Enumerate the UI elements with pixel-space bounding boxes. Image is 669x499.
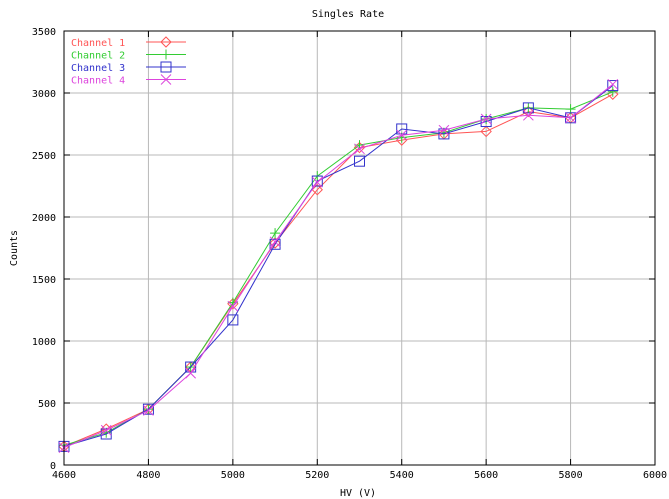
data-point-square (227, 314, 239, 326)
data-point-x (100, 424, 112, 436)
legend-entry: Channel 2 (71, 49, 186, 62)
legend-label: Channel 3 (71, 63, 125, 74)
data-point-square (142, 403, 154, 415)
data-point-square (185, 361, 197, 373)
data-point-square (160, 61, 172, 73)
data-point-x (185, 367, 196, 379)
data-point-plus (161, 49, 171, 60)
data-point-square (354, 155, 365, 167)
data-point-square (269, 238, 281, 250)
series-line (63, 85, 614, 447)
tick-labels: 4600 4800 5000 5200 5400 5600 5800 6000 0 500 1000… (32, 27, 667, 481)
x-tick-label: 5200 (305, 470, 329, 481)
data-point-square (100, 428, 112, 440)
y-tick-label: 1500 (32, 275, 56, 286)
data-point-square (396, 123, 408, 135)
data-point-square (522, 102, 534, 114)
legend-entry: Channel 4 (71, 74, 186, 87)
data-point-x (227, 300, 239, 312)
x-tick-label: 5400 (390, 470, 414, 481)
series-3 (58, 80, 619, 452)
x-tick-label: 5600 (474, 470, 498, 481)
data-point-square (438, 128, 450, 140)
y-tick-label: 500 (38, 399, 56, 410)
y-tick-label: 1000 (32, 337, 56, 348)
data-point-diamond (311, 184, 323, 196)
series-line (63, 83, 614, 449)
data-point-x (607, 78, 619, 90)
data-point-square (311, 175, 323, 187)
legend-label: Channel 1 (71, 38, 125, 49)
data-point-x (438, 124, 450, 136)
x-tick-label: 4800 (136, 470, 160, 481)
data-point-x (354, 143, 365, 155)
data-point-plus (607, 86, 618, 97)
x-tick-label: 4600 (52, 470, 76, 481)
data-point-diamond (607, 88, 619, 100)
x-tick-label: 6000 (643, 470, 667, 481)
x-tick-label: 5800 (559, 470, 583, 481)
data-point-x (523, 109, 534, 121)
series-1 (58, 88, 619, 453)
chart-title: Singles Rate (312, 9, 384, 20)
series-2 (59, 86, 618, 451)
y-tick-label: 3000 (32, 89, 56, 100)
data-point-x (396, 129, 408, 141)
x-axis-label: HV (V) (340, 488, 376, 499)
data-point-diamond (160, 36, 172, 48)
plot-frame (63, 30, 656, 466)
data-point-x (480, 113, 492, 125)
legend-entry: Channel 1 (71, 36, 186, 49)
legend-label: Channel 4 (71, 76, 125, 87)
data-point-x (143, 405, 154, 416)
series-4 (58, 78, 619, 453)
series-layer (58, 78, 619, 453)
data-point-diamond (480, 125, 492, 138)
series-line (63, 93, 614, 447)
grid (63, 30, 656, 466)
x-tick-label: 5000 (221, 470, 245, 481)
data-point-square (480, 116, 492, 128)
legend-entry: Channel 3 (71, 61, 186, 74)
data-point-x (565, 112, 576, 124)
data-point-x (160, 74, 172, 85)
series-line (63, 91, 613, 446)
data-point-diamond (522, 105, 535, 118)
y-tick-label: 0 (50, 461, 56, 472)
data-point-x (269, 236, 281, 248)
y-tick-label: 2500 (32, 151, 56, 162)
y-axis-label: Counts (9, 230, 20, 266)
data-point-plus (270, 228, 281, 239)
legend-label: Channel 2 (71, 51, 125, 62)
y-tick-label: 2000 (32, 213, 56, 224)
data-point-diamond (269, 237, 281, 249)
y-tick-label: 3500 (32, 27, 56, 38)
data-point-square (607, 80, 619, 92)
data-point-x (311, 176, 323, 188)
